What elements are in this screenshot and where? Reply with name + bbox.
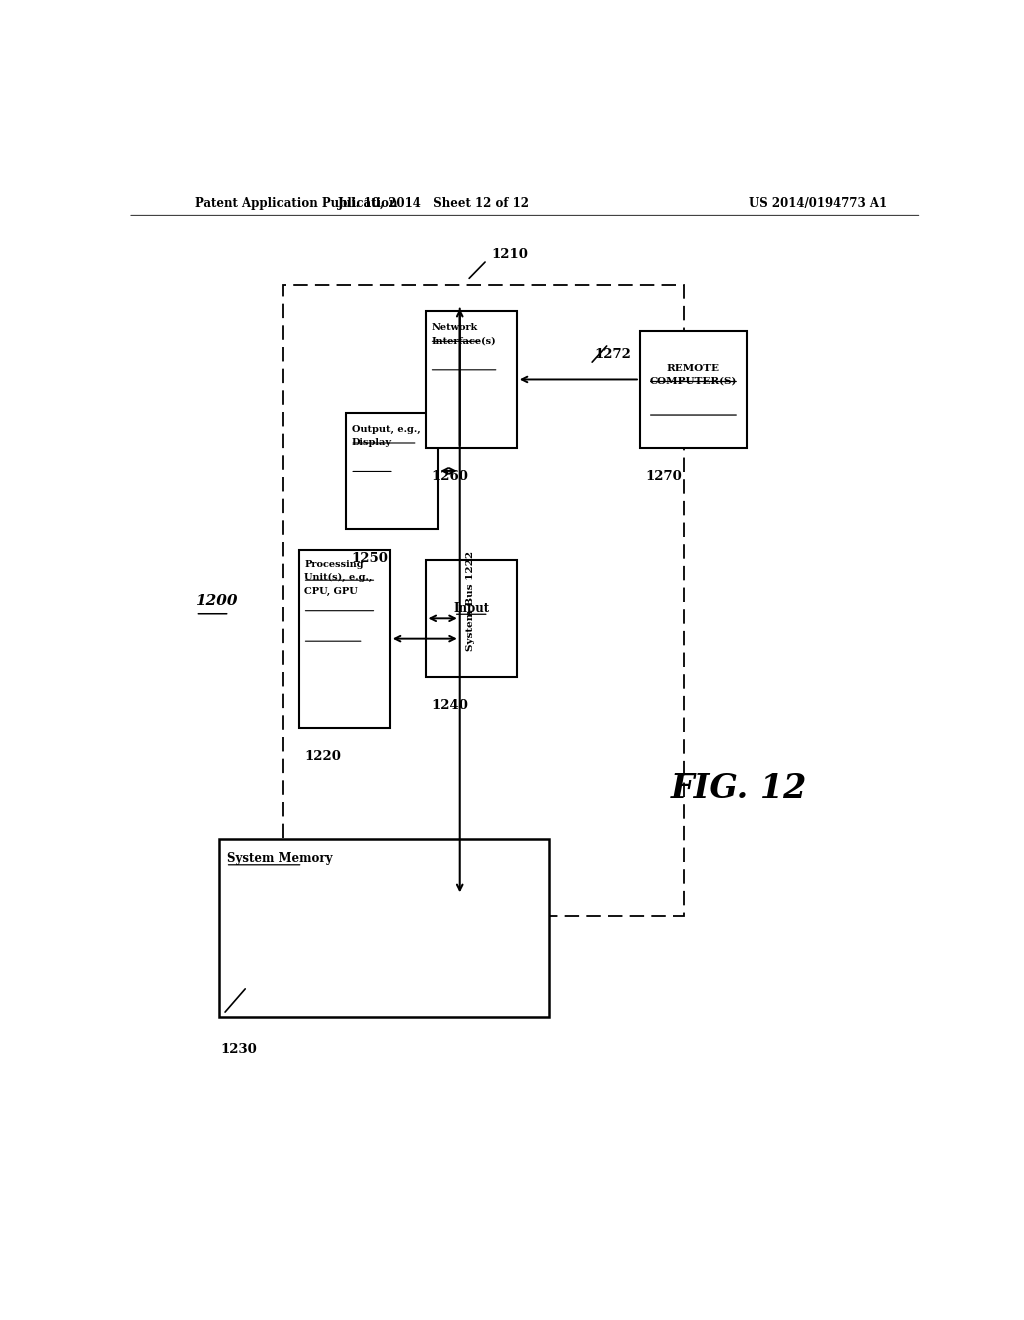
Text: FIG. 12: FIG. 12 [671,772,807,805]
Text: US 2014/0194773 A1: US 2014/0194773 A1 [750,197,888,210]
Bar [283,285,684,916]
Text: 1220: 1220 [304,750,341,763]
Text: System Memory: System Memory [227,851,333,865]
Text: 1200: 1200 [196,594,238,607]
Text: Patent Application Publication: Patent Application Publication [196,197,398,210]
Bar [346,413,437,529]
Text: Output, e.g.,
Display: Output, e.g., Display [352,425,421,447]
Text: 1210: 1210 [490,248,527,261]
Text: Jul. 10, 2014   Sheet 12 of 12: Jul. 10, 2014 Sheet 12 of 12 [338,197,529,210]
Bar [426,560,517,677]
Bar [426,312,517,447]
Text: Network
Interface(s): Network Interface(s) [431,323,496,346]
Bar [640,331,748,447]
Text: Input: Input [454,602,489,615]
Bar [299,549,390,727]
Text: Processing
Unit(s), e.g.,
CPU, GPU: Processing Unit(s), e.g., CPU, GPU [304,560,373,595]
Bar [219,840,549,1018]
Text: 1240: 1240 [431,700,468,711]
Text: System Bus 1222: System Bus 1222 [466,550,475,651]
Text: 1270: 1270 [645,470,682,483]
Text: 1230: 1230 [221,1043,258,1056]
Text: 1260: 1260 [431,470,468,483]
Text: 1272: 1272 [594,347,631,360]
Text: 1250: 1250 [352,552,389,565]
Text: REMOTE
COMPUTER(S): REMOTE COMPUTER(S) [650,363,737,385]
